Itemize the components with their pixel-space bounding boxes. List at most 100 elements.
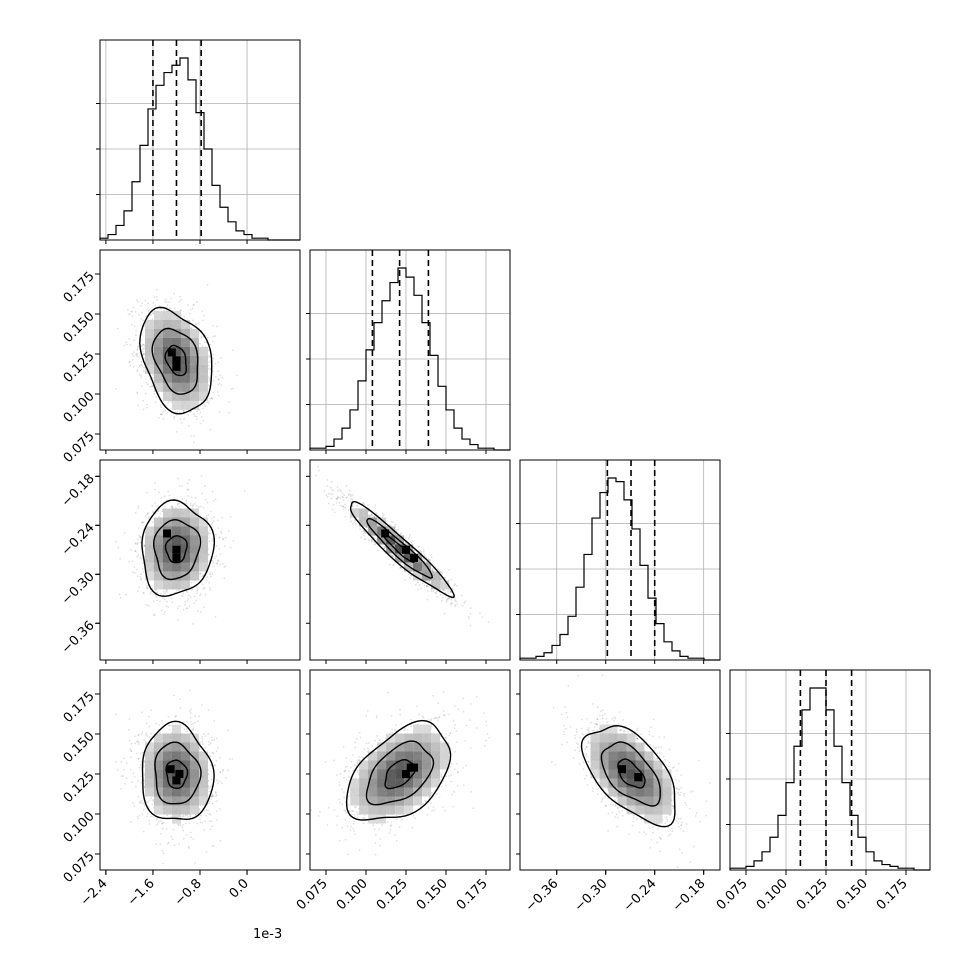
scatter-point xyxy=(173,292,176,295)
scatter-point xyxy=(193,602,196,604)
scatter-point xyxy=(156,591,159,593)
scatter-point xyxy=(140,578,142,581)
density-cell xyxy=(189,391,199,401)
scatter-point xyxy=(223,545,226,548)
scatter-point xyxy=(147,587,149,590)
density-cell xyxy=(171,526,181,536)
scatter-point xyxy=(142,562,145,565)
scatter-point xyxy=(223,577,226,580)
scatter-point xyxy=(335,497,338,500)
scatter-point xyxy=(330,480,333,483)
scatter-point xyxy=(460,594,463,597)
scatter-point xyxy=(469,612,472,615)
density-cell xyxy=(198,517,208,527)
scatter-point xyxy=(463,601,466,604)
scatter-point xyxy=(436,596,439,598)
scatter-point xyxy=(391,555,394,558)
scatter-point xyxy=(351,505,354,507)
scatter-point xyxy=(217,378,220,381)
scatter-point xyxy=(192,727,195,730)
scatter-point xyxy=(177,502,179,505)
density-cell xyxy=(144,553,154,563)
scatter-point xyxy=(347,494,350,496)
scatter-point xyxy=(211,793,214,796)
scatter-point xyxy=(137,538,139,541)
scatter-point xyxy=(211,398,214,400)
scatter-point xyxy=(125,762,128,765)
scatter-point xyxy=(393,563,395,566)
scatter-point xyxy=(140,557,143,560)
scatter-point xyxy=(165,589,167,592)
scatter-point xyxy=(156,288,158,291)
peak-cell xyxy=(172,356,181,365)
scatter-point xyxy=(146,735,149,737)
scatter-point xyxy=(188,605,191,607)
scatter-point xyxy=(190,327,193,330)
scatter-point xyxy=(340,504,342,507)
scatter-point xyxy=(160,592,162,595)
scatter-point xyxy=(204,746,207,749)
scatter-point xyxy=(423,559,426,562)
scatter-point xyxy=(427,558,430,561)
scatter-point xyxy=(137,758,140,760)
scatter-point xyxy=(183,728,186,730)
scatter-point xyxy=(350,500,352,503)
scatter-point xyxy=(143,779,145,782)
scatter-point xyxy=(146,801,149,803)
histogram-panel-1 xyxy=(306,249,511,451)
scatter-point xyxy=(215,562,218,565)
scatter-point xyxy=(137,817,140,820)
scatter-point xyxy=(134,550,137,552)
scatter-point xyxy=(136,542,139,545)
scatter-point xyxy=(381,515,384,517)
histogram-panel-2 xyxy=(516,459,721,661)
scatter-point xyxy=(342,499,345,502)
scatter-point xyxy=(440,577,443,580)
scatter-point xyxy=(206,284,209,286)
scatter-point xyxy=(317,465,319,468)
density-cell xyxy=(180,337,190,347)
scatter-point xyxy=(156,823,159,825)
scatter-point xyxy=(179,295,182,298)
scatter-point xyxy=(212,324,214,327)
scatter-point xyxy=(140,573,143,576)
scatter-point xyxy=(189,308,192,311)
scatter-point xyxy=(336,497,339,500)
scatter-point xyxy=(205,514,208,517)
scatter-point xyxy=(157,510,159,513)
scatter-point xyxy=(388,563,391,566)
scatter-point xyxy=(200,329,203,332)
density-cell xyxy=(180,562,190,572)
scatter-point xyxy=(153,296,156,298)
scatter-point xyxy=(136,346,139,348)
scatter-point xyxy=(141,345,144,348)
scatter-point xyxy=(434,591,437,594)
scatter-point xyxy=(325,494,328,497)
density-cell xyxy=(153,319,163,329)
density-cell xyxy=(350,508,360,518)
scatter-point xyxy=(405,537,407,539)
scatter-point xyxy=(443,612,446,615)
scatter-point xyxy=(154,482,157,485)
scatter-point xyxy=(383,545,386,548)
scatter-point xyxy=(211,559,214,562)
scatter-point xyxy=(213,565,216,568)
scatter-point xyxy=(190,708,193,711)
scatter-point xyxy=(160,406,163,409)
scatter-point xyxy=(196,418,198,420)
scatter-point xyxy=(437,568,439,570)
scatter-point xyxy=(190,435,193,437)
scatter-point xyxy=(134,511,137,514)
scatter-point xyxy=(208,355,211,358)
density-cell xyxy=(162,310,172,320)
scatter-point xyxy=(177,618,180,621)
histogram-panel-0 xyxy=(96,39,301,241)
scatter-point xyxy=(469,624,472,627)
scatter-panel-0-2 xyxy=(99,459,301,661)
scatter-point xyxy=(214,335,216,337)
contour-level-1 xyxy=(152,518,202,581)
scatter-point xyxy=(196,586,198,588)
density-cell xyxy=(189,328,199,338)
scatter-point xyxy=(454,598,457,600)
panel-content xyxy=(315,465,490,627)
